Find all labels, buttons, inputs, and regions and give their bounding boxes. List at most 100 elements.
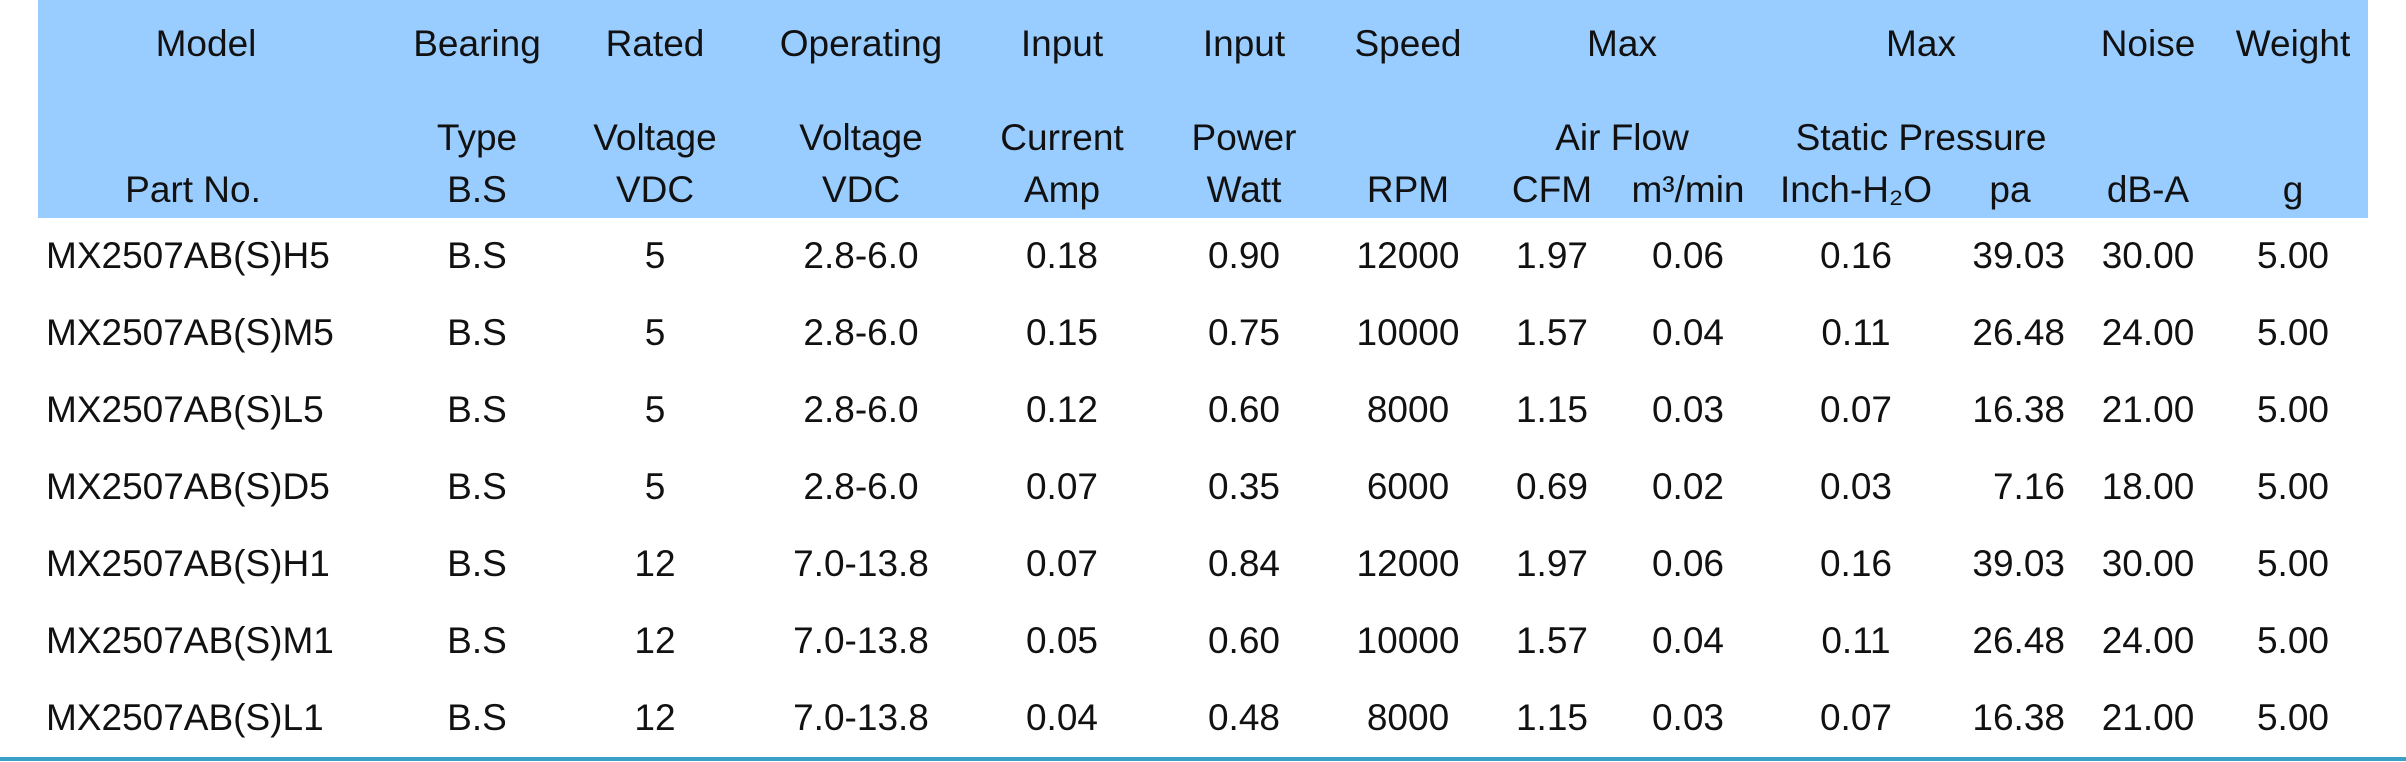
table-cell: 26.48 [1972, 312, 2065, 353]
table-cell: 2.8-6.0 [803, 389, 918, 430]
header-cell: CFM [1512, 169, 1592, 210]
table-cell: 12 [634, 620, 675, 661]
header-cell: pa [1989, 169, 2031, 210]
header-cell: Bearing [413, 23, 541, 64]
table-cell: 24.00 [2102, 312, 2195, 353]
table-cell: 0.03 [1820, 466, 1892, 507]
header-cell: Type [437, 117, 517, 158]
table-cell: 18.00 [2102, 466, 2195, 507]
table-cell: 5 [645, 466, 666, 507]
table-cell: B.S [447, 543, 507, 584]
table-cell: 5.00 [2257, 543, 2329, 584]
table-cell: 0.84 [1208, 543, 1280, 584]
table-cell: 0.16 [1820, 543, 1892, 584]
table-cell: 0.07 [1820, 697, 1892, 738]
table-cell: 0.06 [1652, 543, 1724, 584]
table-cell: 0.16 [1820, 235, 1892, 276]
table-cell: 30.00 [2102, 235, 2195, 276]
header-cell: Max [1587, 23, 1657, 64]
table-cell: B.S [447, 620, 507, 661]
table-cell: 8000 [1367, 389, 1449, 430]
table-cell: 7.0-13.8 [793, 697, 929, 738]
table-cell: 0.04 [1026, 697, 1098, 738]
header-cell: Rated [606, 23, 705, 64]
table-cell: 0.35 [1208, 466, 1280, 507]
table-cell: 7.0-13.8 [793, 543, 929, 584]
table-cell: 5.00 [2257, 466, 2329, 507]
table-cell: 12 [634, 697, 675, 738]
table-cell: 0.05 [1026, 620, 1098, 661]
table-cell: 26.48 [1972, 620, 2065, 661]
table-cell: B.S [447, 235, 507, 276]
table-cell: 12000 [1357, 235, 1460, 276]
table-cell: 0.03 [1652, 389, 1724, 430]
table-cell: 8000 [1367, 697, 1449, 738]
table-cell: 0.60 [1208, 620, 1280, 661]
table-cell: B.S [447, 466, 507, 507]
table-cell: 12000 [1357, 543, 1460, 584]
header-cell: Input [1021, 23, 1104, 64]
table-cell: 5.00 [2257, 312, 2329, 353]
table-cell: 0.06 [1652, 235, 1724, 276]
table-cell: 0.12 [1026, 389, 1098, 430]
header-cell: VDC [616, 169, 694, 210]
header-cell: Noise [2101, 23, 2196, 64]
table-cell: 12 [634, 543, 675, 584]
header-cell: Watt [1207, 169, 1282, 210]
table-cell: 21.00 [2102, 697, 2195, 738]
table-cell: 0.15 [1026, 312, 1098, 353]
table-cell: 0.11 [1821, 620, 1890, 661]
header-cell: Input [1203, 23, 1286, 64]
table-cell: 0.18 [1026, 235, 1098, 276]
table-cell: 1.97 [1516, 235, 1588, 276]
table-cell: 1.15 [1516, 389, 1588, 430]
header-cell: Model [156, 23, 257, 64]
header-cell: VDC [822, 169, 900, 210]
table-cell: MX2507AB(S)L1 [46, 697, 324, 738]
table-cell: 39.03 [1972, 235, 2065, 276]
header-cell: Operating [780, 23, 943, 64]
header-cell: g [2283, 169, 2304, 210]
table-cell: 5 [645, 389, 666, 430]
table-cell: MX2507AB(S)M1 [46, 620, 334, 661]
table-cell: 0.60 [1208, 389, 1280, 430]
table-cell: 0.07 [1026, 543, 1098, 584]
header-cell: Voltage [799, 117, 922, 158]
header-cell: RPM [1367, 169, 1449, 210]
table-cell: 0.04 [1652, 312, 1724, 353]
header-cell: dB-A [2107, 169, 2190, 210]
table-cell: 0.48 [1208, 697, 1280, 738]
table-cell: 2.8-6.0 [803, 312, 918, 353]
header-cell: Air Flow [1555, 117, 1689, 158]
table-cell: 0.69 [1516, 466, 1588, 507]
header-cell: Voltage [593, 117, 716, 158]
table-cell: 16.38 [1972, 697, 2065, 738]
table-cell: MX2507AB(S)L5 [46, 389, 324, 430]
header-cell: Current [1000, 117, 1124, 158]
table-cell: 1.57 [1516, 620, 1588, 661]
header-cell: Amp [1024, 169, 1100, 210]
table-cell: 0.04 [1652, 620, 1724, 661]
table-cell: B.S [447, 312, 507, 353]
table-cell: 5.00 [2257, 697, 2329, 738]
header-cell: m³/min [1631, 169, 1744, 210]
header-cell: Inch-H₂O [1780, 169, 1932, 210]
header-cell: Speed [1355, 23, 1462, 64]
table-cell: 0.02 [1652, 466, 1724, 507]
table-cell: 5.00 [2257, 620, 2329, 661]
table-cell: MX2507AB(S)H1 [46, 543, 330, 584]
header-cell: Max [1886, 23, 1956, 64]
table-cell: MX2507AB(S)H5 [46, 235, 330, 276]
table-cell: 16.38 [1972, 389, 2065, 430]
table-cell: 2.8-6.0 [803, 235, 918, 276]
table-cell: MX2507AB(S)M5 [46, 312, 334, 353]
header-background [38, 0, 2368, 218]
table-cell: 39.03 [1972, 543, 2065, 584]
header-cell: Power [1192, 117, 1297, 158]
table-cell: 5.00 [2257, 389, 2329, 430]
table-cell: B.S [447, 697, 507, 738]
table-cell: B.S [447, 389, 507, 430]
table-cell: 24.00 [2102, 620, 2195, 661]
table-cell: 5 [645, 312, 666, 353]
